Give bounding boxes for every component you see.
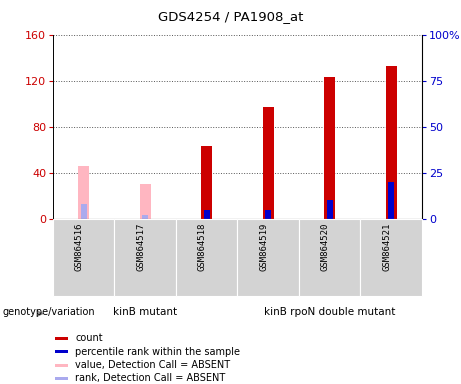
Text: GSM864518: GSM864518 (198, 223, 207, 271)
Text: value, Detection Call = ABSENT: value, Detection Call = ABSENT (75, 360, 230, 370)
Bar (142, 215, 148, 219)
FancyBboxPatch shape (361, 219, 422, 296)
Text: GSM864519: GSM864519 (259, 223, 268, 271)
Text: GSM864521: GSM864521 (382, 223, 391, 271)
Bar (55, 350, 68, 353)
Bar (78, 166, 89, 219)
Bar (201, 146, 212, 219)
Bar (324, 77, 335, 219)
Bar (388, 182, 394, 219)
Bar (81, 204, 87, 219)
Text: GDS4254 / PA1908_at: GDS4254 / PA1908_at (158, 10, 303, 23)
Bar (265, 210, 271, 219)
FancyBboxPatch shape (114, 219, 176, 296)
Bar (326, 200, 333, 219)
Text: GSM864516: GSM864516 (75, 223, 84, 271)
Text: rank, Detection Call = ABSENT: rank, Detection Call = ABSENT (75, 373, 225, 384)
FancyBboxPatch shape (176, 219, 237, 296)
Text: count: count (75, 333, 103, 343)
FancyBboxPatch shape (299, 219, 361, 296)
FancyBboxPatch shape (237, 219, 299, 296)
Bar (55, 377, 68, 380)
Text: genotype/variation: genotype/variation (2, 307, 95, 317)
Text: GSM864517: GSM864517 (136, 223, 145, 271)
Bar (140, 184, 151, 219)
Bar (55, 364, 68, 367)
Text: GSM864520: GSM864520 (320, 223, 330, 271)
Bar (204, 210, 210, 219)
Bar (55, 337, 68, 340)
Bar (385, 66, 396, 219)
Text: kinB mutant: kinB mutant (113, 307, 177, 317)
Text: percentile rank within the sample: percentile rank within the sample (75, 347, 240, 357)
FancyBboxPatch shape (53, 219, 114, 296)
Bar (263, 107, 274, 219)
Text: kinB rpoN double mutant: kinB rpoN double mutant (264, 307, 395, 317)
